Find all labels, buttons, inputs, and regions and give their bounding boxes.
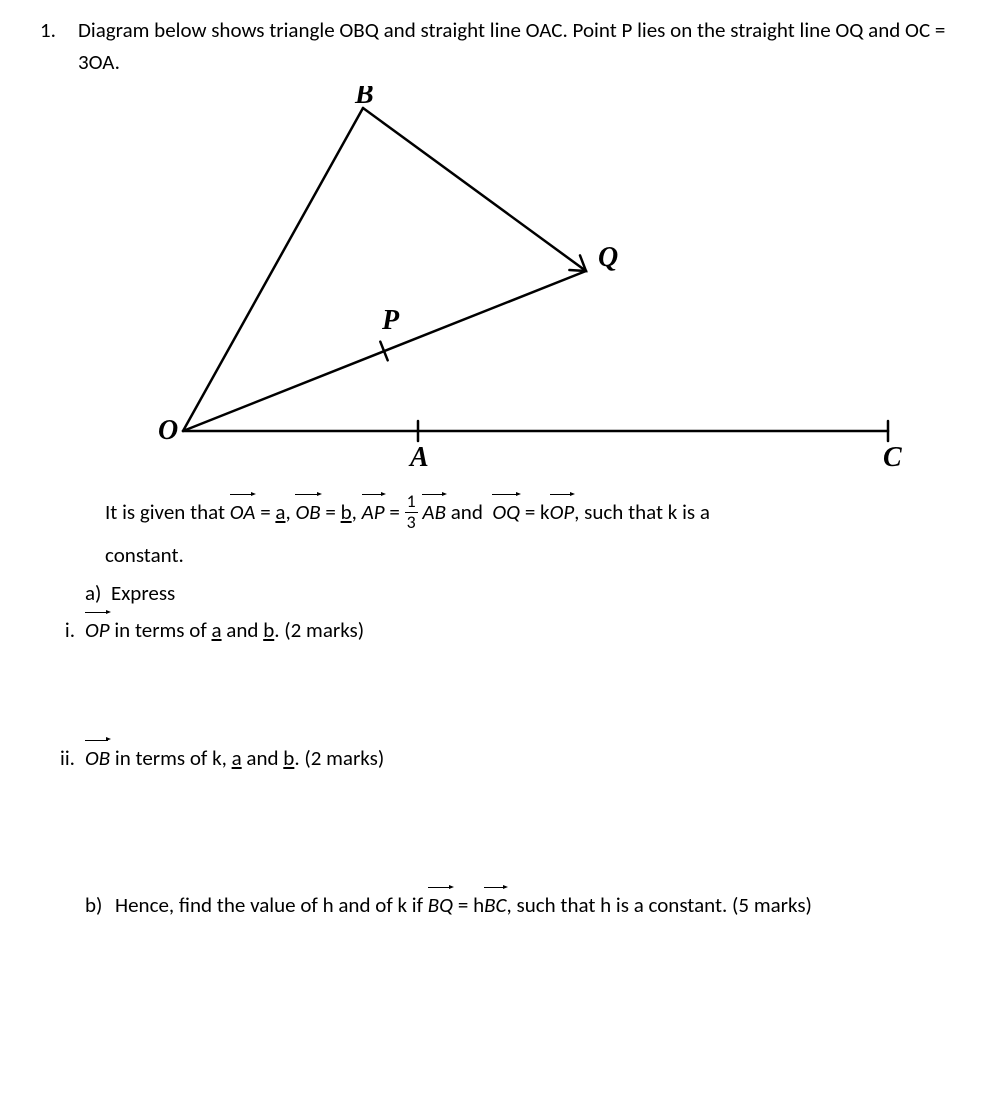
text-segment: . (2 marks) bbox=[274, 617, 364, 643]
part-a: a) Express bbox=[85, 578, 956, 610]
question-text: Diagram below shows triangle OBQ and str… bbox=[78, 15, 956, 78]
subpart-ii-text: OB in terms of k, a and b. (2 marks) bbox=[85, 743, 956, 775]
svg-text:P: P bbox=[381, 305, 400, 336]
question-header: 1. Diagram below shows triangle OBQ and … bbox=[40, 15, 956, 78]
var-b: b bbox=[263, 617, 274, 643]
vector-ob: OB bbox=[295, 497, 320, 529]
subpart-i-text: OP in terms of a and b. (2 marks) bbox=[85, 615, 956, 647]
vector-op: OP bbox=[550, 497, 575, 529]
diagram-container: O B Q P A C bbox=[40, 86, 956, 476]
text-segment: and bbox=[242, 745, 284, 771]
subpart-i-number: i. bbox=[45, 615, 85, 647]
spacer bbox=[40, 780, 956, 890]
equals-k-text: = k bbox=[525, 499, 550, 525]
triangle-diagram: O B Q P A C bbox=[88, 86, 908, 476]
question-number: 1. bbox=[40, 15, 78, 78]
vector-ob: OB bbox=[85, 743, 110, 775]
svg-text:C: C bbox=[883, 442, 902, 473]
part-b-label: b) bbox=[85, 890, 115, 922]
vector-op: OP bbox=[85, 615, 110, 647]
svg-text:Q: Q bbox=[598, 242, 618, 273]
var-a: a bbox=[232, 745, 242, 771]
given-suffix: , such that k is a bbox=[574, 499, 710, 525]
equals-text: = bbox=[325, 499, 340, 525]
text-segment: in terms of k, bbox=[110, 745, 231, 771]
fraction-one-third: 13 bbox=[405, 492, 418, 532]
vector-ab: AB bbox=[422, 497, 446, 529]
equals-h-text: = h bbox=[453, 892, 484, 918]
given-prefix: It is given that bbox=[105, 499, 230, 525]
vector-oa: OA bbox=[230, 497, 256, 529]
constant-text: constant. bbox=[105, 540, 956, 572]
subpart-ii: ii. OB in terms of k, a and b. (2 marks) bbox=[45, 743, 956, 775]
var-a: a bbox=[275, 499, 285, 525]
svg-text:A: A bbox=[408, 442, 429, 473]
var-b: b bbox=[283, 745, 294, 771]
var-a: a bbox=[212, 617, 222, 643]
part-b-text: Hence, find the value of h and of k if B… bbox=[115, 890, 812, 922]
svg-text:B: B bbox=[354, 86, 374, 110]
svg-text:O: O bbox=[158, 415, 178, 446]
vector-ap: AP bbox=[362, 497, 385, 529]
text-segment: Hence, find the value of h and of k if bbox=[115, 892, 428, 918]
part-b: b) Hence, find the value of h and of k i… bbox=[85, 890, 956, 922]
part-a-text: Express bbox=[111, 580, 175, 606]
text-segment: , such that h is a constant. (5 marks) bbox=[507, 892, 812, 918]
subpart-i: i. OP in terms of a and b. (2 marks) bbox=[45, 615, 956, 647]
vector-bq: BQ bbox=[428, 890, 453, 922]
text-segment: and bbox=[222, 617, 264, 643]
part-a-label: a) bbox=[85, 580, 101, 606]
equals-text: = bbox=[260, 499, 275, 525]
equals-text: = bbox=[389, 499, 404, 525]
vector-bc: BC bbox=[484, 890, 506, 922]
vector-oq: OQ bbox=[492, 497, 520, 529]
spacer bbox=[40, 653, 956, 743]
var-b: b bbox=[341, 499, 352, 525]
text-segment: in terms of bbox=[110, 617, 212, 643]
given-text: It is given that OA = a, OB = b, AP = 13… bbox=[105, 494, 956, 534]
subpart-ii-number: ii. bbox=[45, 743, 85, 775]
text-segment: . (2 marks) bbox=[294, 745, 384, 771]
